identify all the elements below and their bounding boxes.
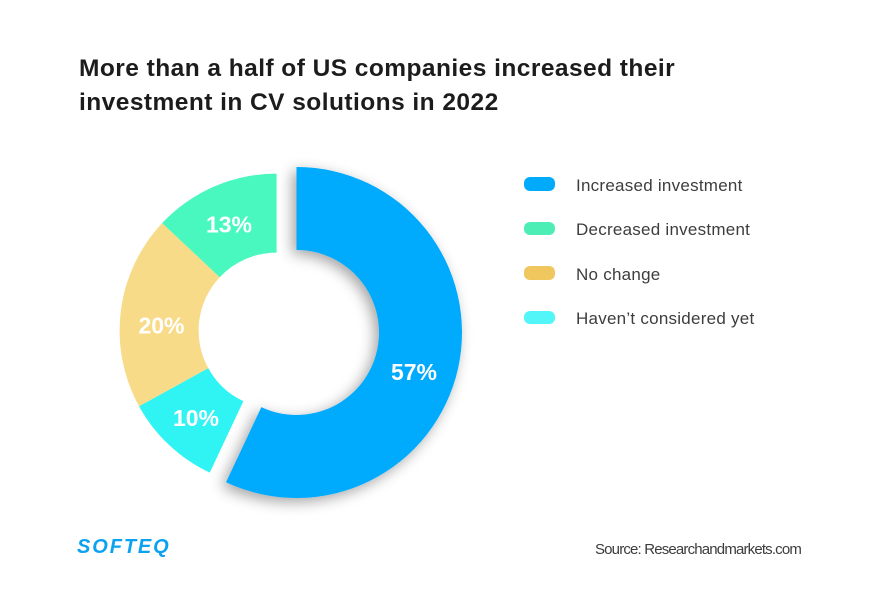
svg-text:57%: 57% bbox=[391, 359, 437, 385]
svg-text:20%: 20% bbox=[138, 313, 184, 339]
svg-text:10%: 10% bbox=[173, 405, 219, 431]
svg-text:13%: 13% bbox=[206, 211, 252, 237]
